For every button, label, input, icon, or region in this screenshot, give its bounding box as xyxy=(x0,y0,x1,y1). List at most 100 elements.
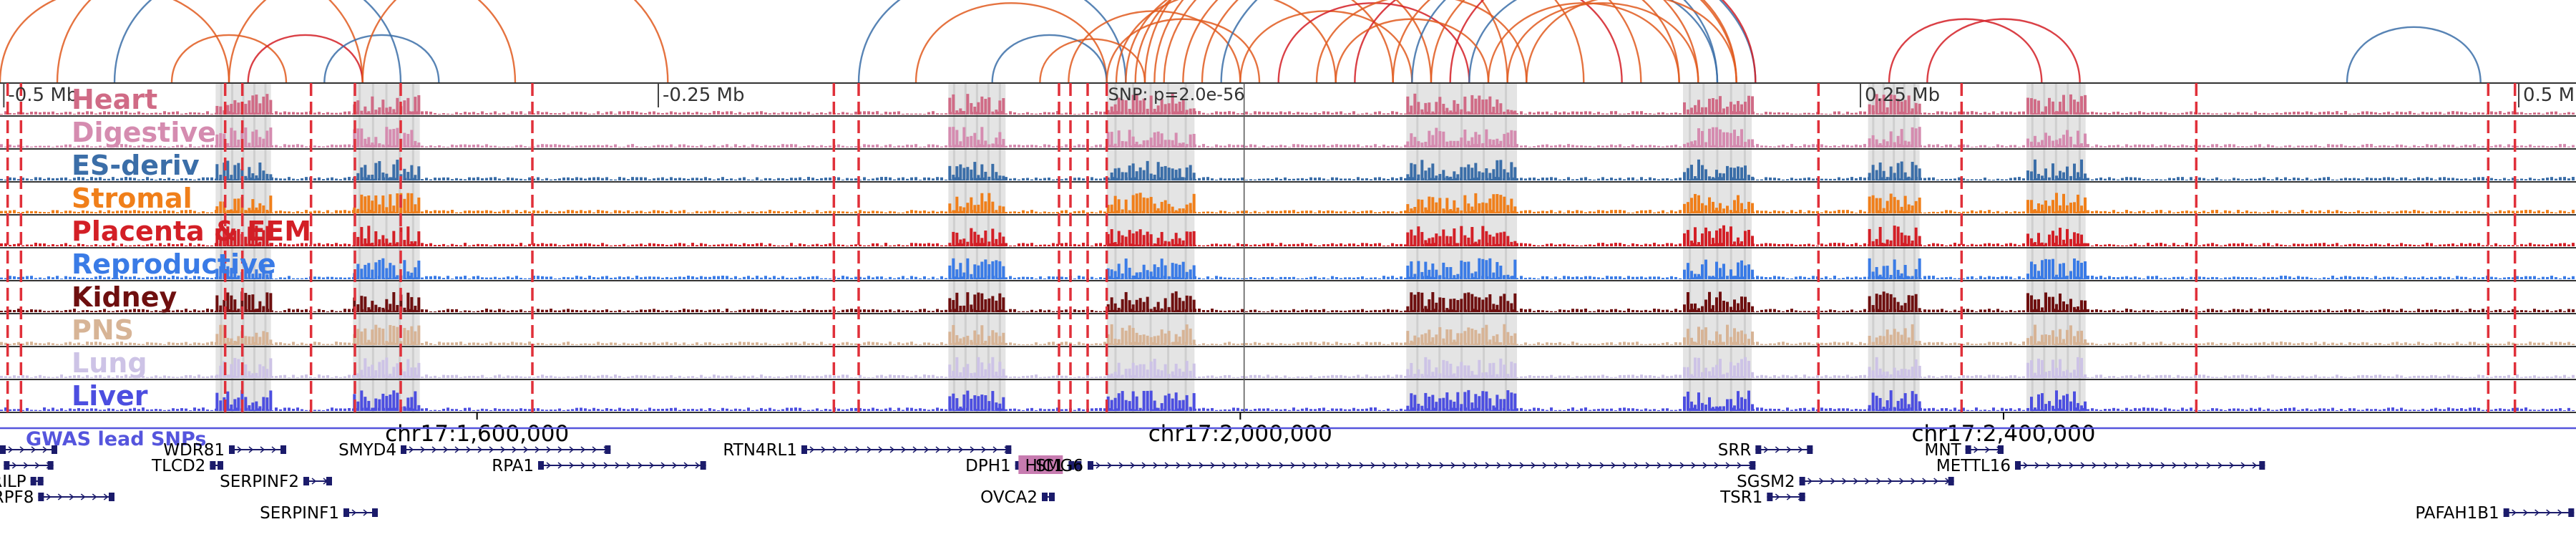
signal-bar xyxy=(811,309,814,312)
signal-bar xyxy=(1236,310,1239,312)
signal-bar xyxy=(1880,276,1883,279)
signal-bar xyxy=(2572,112,2575,115)
signal-bar xyxy=(2344,212,2347,213)
signal-bar xyxy=(1198,178,1201,180)
signal-bar xyxy=(816,146,819,147)
peak-bar xyxy=(1106,205,1110,213)
signal-bar xyxy=(1078,113,1080,115)
signal-bar xyxy=(120,178,123,180)
signal-bar xyxy=(2151,112,2154,115)
signal-bar xyxy=(2529,113,2532,115)
signal-bar xyxy=(2520,276,2523,279)
peak-bar xyxy=(977,175,980,180)
signal-bar xyxy=(1099,111,1102,115)
signal-bar xyxy=(532,113,535,115)
signal-bar xyxy=(2142,112,2145,115)
signal-bar xyxy=(1215,243,1218,246)
signal-bar xyxy=(1056,111,1059,115)
signal-bar xyxy=(1228,144,1231,147)
peak-bar xyxy=(2059,263,2062,279)
signal-bar xyxy=(2426,278,2429,279)
signal-bar xyxy=(1391,276,1394,279)
signal-bar xyxy=(1777,276,1780,279)
signal-bar xyxy=(2572,177,2575,180)
peak-bar xyxy=(1428,130,1431,147)
signal-bar xyxy=(867,145,870,147)
peak-bar xyxy=(991,143,995,147)
peak-bar xyxy=(970,102,973,115)
signal-bar xyxy=(2250,277,2253,279)
signal-bar xyxy=(2477,177,2480,180)
peak-bar xyxy=(1142,197,1146,213)
signal-bar xyxy=(837,277,840,279)
signal-bar xyxy=(210,278,213,279)
signal-bar xyxy=(777,278,780,279)
peak-bar xyxy=(1435,102,1438,115)
signal-bar xyxy=(515,310,518,312)
signal-bar xyxy=(2237,210,2240,213)
signal-bar xyxy=(1395,277,1398,279)
signal-bar xyxy=(2477,146,2480,147)
signal-bar xyxy=(1271,243,1274,246)
signal-bar xyxy=(601,210,604,213)
signal-bar xyxy=(313,112,316,115)
peak-bar xyxy=(1868,173,1871,180)
signal-bar xyxy=(172,276,175,279)
signal-bar xyxy=(799,212,801,213)
peak-bar xyxy=(1708,98,1711,115)
signal-bar xyxy=(824,244,827,246)
signal-bar xyxy=(442,210,445,213)
signal-bar xyxy=(2009,243,2012,246)
signal-bar xyxy=(2125,112,2128,115)
signal-bar xyxy=(1610,144,1613,147)
peak-bar xyxy=(1733,276,1736,279)
signal-bar xyxy=(1812,178,1815,180)
signal-bar xyxy=(588,276,591,279)
signal-bar xyxy=(1795,178,1797,180)
signal-bar xyxy=(26,276,29,279)
signal-bar xyxy=(253,112,256,115)
signal-bar xyxy=(571,309,574,312)
signal-bar xyxy=(189,144,192,147)
peak-bar xyxy=(2077,261,2079,279)
signal-bar xyxy=(700,178,703,180)
signal-bar xyxy=(803,179,806,180)
peak-bar xyxy=(269,243,273,246)
peak-bar xyxy=(1171,140,1174,147)
signal-bar xyxy=(1327,244,1330,246)
signal-bar xyxy=(696,211,698,213)
peak-bar xyxy=(1113,104,1117,115)
signal-bar xyxy=(811,178,814,180)
signal-bar xyxy=(824,211,827,213)
signal-bar xyxy=(859,210,862,213)
signal-bar xyxy=(545,276,548,279)
peak-bar xyxy=(1428,168,1431,180)
peak-bar xyxy=(392,205,396,213)
signal-bar xyxy=(477,276,479,279)
signal-bar xyxy=(1833,243,1836,246)
signal-bar xyxy=(893,311,896,312)
signal-bar xyxy=(1262,112,1265,115)
peak-bar xyxy=(1918,197,1921,213)
signal-bar xyxy=(979,112,982,115)
signal-bar xyxy=(69,276,72,279)
signal-bar xyxy=(176,212,179,213)
signal-bar xyxy=(2202,211,2205,213)
peak-bar xyxy=(2048,135,2051,147)
signal-bar xyxy=(2164,277,2167,279)
signal-bar xyxy=(1567,144,1570,147)
signal-bar xyxy=(627,210,630,213)
peak-bar xyxy=(1178,264,1181,279)
signal-bar xyxy=(665,276,668,279)
signal-bar xyxy=(936,113,939,115)
signal-bar xyxy=(412,277,415,279)
peak-bar xyxy=(244,236,248,246)
peak-bar xyxy=(1737,195,1740,213)
signal-bar xyxy=(1558,112,1561,115)
peak-bar xyxy=(2030,141,2033,147)
peak-bar xyxy=(392,231,396,246)
signal-bar xyxy=(2172,276,2175,279)
signal-bar xyxy=(2095,178,2098,180)
signal-bar xyxy=(2421,211,2424,213)
signal-bar xyxy=(2391,146,2394,147)
